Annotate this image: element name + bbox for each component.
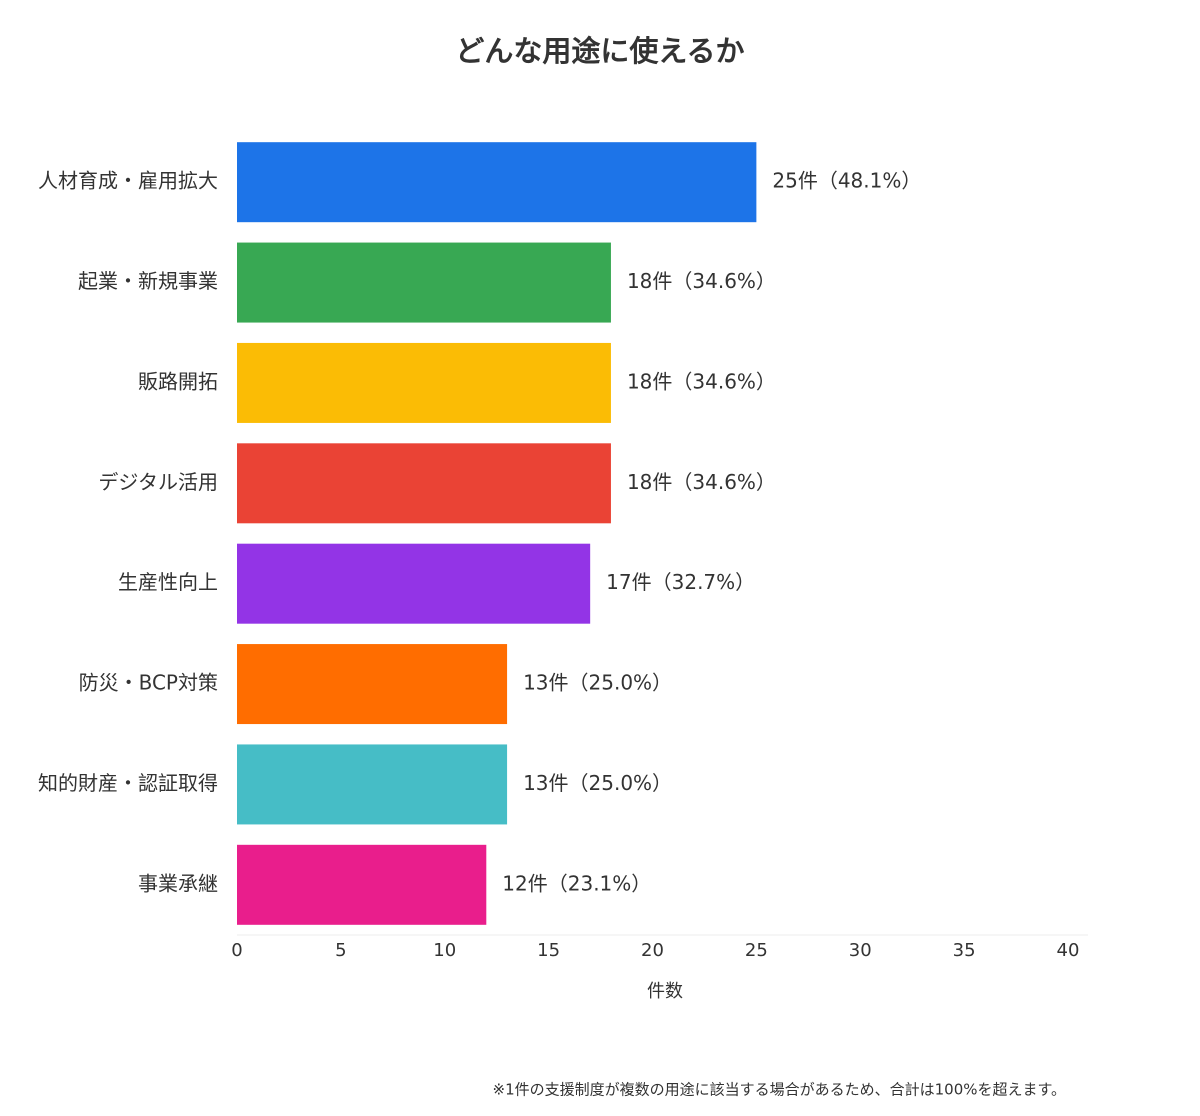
value-label: 13件（25.0%） [523,671,672,695]
bar [237,644,508,725]
value-label: 17件（32.7%） [606,570,755,594]
value-label: 18件（34.6%） [627,269,776,293]
y-tick-label: 販路開拓 [138,369,218,393]
x-tick-label: 40 [1057,940,1080,961]
footnote: ※1件の支援制度が複数の用途に該当する場合があるため、合計は100%を超えます。 [493,1081,1067,1099]
x-tick-label: 30 [849,940,872,961]
y-tick-label: 事業承継 [138,871,218,895]
x-tick-label: 5 [335,940,346,961]
x-axis-label: 件数 [647,981,683,1002]
y-tick-label: 防災・BCP対策 [79,671,218,695]
x-tick-label: 10 [433,940,456,961]
bar [237,142,757,223]
value-label: 12件（23.1%） [502,871,651,895]
bar [237,443,611,524]
y-tick-label: 知的財産・認証取得 [38,771,218,795]
bar [237,242,611,323]
y-tick-label: 人材育成・雇用拡大 [38,169,218,193]
y-tick-label: 生産性向上 [118,570,218,594]
bar [237,543,591,624]
bar [237,744,508,825]
x-tick-label: 15 [537,940,560,961]
y-tick-label: デジタル活用 [98,470,218,494]
chart-title: どんな用途に使えるか [455,34,744,68]
value-label: 13件（25.0%） [523,771,672,795]
bar [237,844,487,925]
x-tick-label: 25 [745,940,768,961]
y-tick-label: 起業・新規事業 [78,269,218,293]
value-label: 18件（34.6%） [627,470,776,494]
x-tick-label: 0 [231,940,242,961]
value-label: 25件（48.1%） [772,169,921,193]
value-label: 18件（34.6%） [627,369,776,393]
x-tick-label: 35 [953,940,976,961]
bar [237,342,611,423]
x-tick-label: 20 [641,940,664,961]
